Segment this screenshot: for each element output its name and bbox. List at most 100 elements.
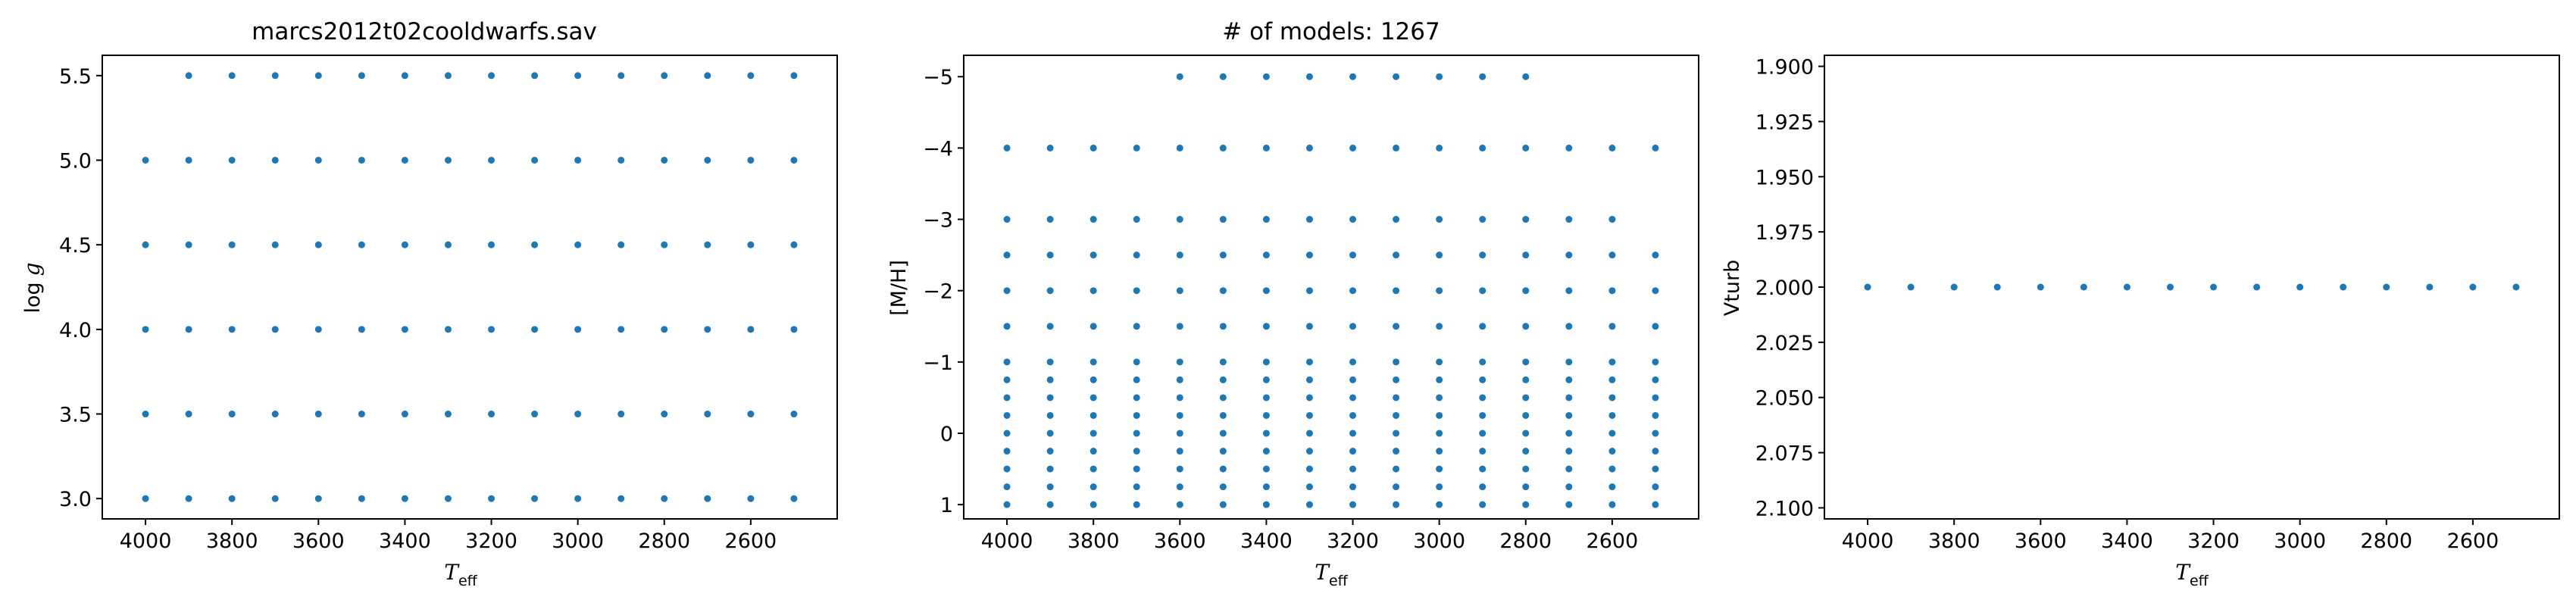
data-point [444, 495, 452, 502]
data-point [185, 411, 192, 418]
data-point [1003, 358, 1011, 366]
panel-3-points [1864, 283, 2520, 291]
data-point [1479, 501, 1487, 508]
data-point [1652, 251, 1659, 259]
data-point [574, 411, 582, 418]
data-point [1305, 216, 1313, 223]
data-point [142, 411, 149, 418]
x-tick-label: 3200 [465, 529, 517, 553]
panel-2-y-ticks: 1 0 −1 −2 −3 −4 −5 [923, 66, 964, 517]
data-point [790, 495, 798, 502]
data-point [1479, 465, 1487, 473]
data-point [1046, 465, 1054, 473]
data-point [1305, 323, 1313, 330]
data-point [2210, 283, 2218, 291]
data-point [1565, 430, 1573, 437]
data-point [1089, 448, 1097, 455]
data-point [574, 156, 582, 164]
data-point [1305, 430, 1313, 437]
data-point [2340, 283, 2347, 291]
data-point [1436, 411, 1443, 419]
y-tick-label: 5.0 [59, 149, 92, 173]
data-point [228, 411, 236, 418]
data-point [1436, 394, 1443, 401]
panel-1-points [142, 72, 798, 502]
x-tick-label: 3000 [552, 529, 604, 553]
data-point [1133, 483, 1140, 491]
data-point [661, 411, 668, 418]
data-point [1565, 251, 1573, 259]
data-point [1089, 323, 1097, 330]
y-tick-label: 1.950 [1755, 166, 1814, 189]
data-point [1993, 283, 2001, 291]
data-point [790, 326, 798, 333]
data-point [661, 326, 668, 333]
x-tick-label: 2600 [2447, 529, 2499, 553]
data-point [1089, 287, 1097, 295]
data-point [1349, 287, 1357, 295]
data-point [1608, 358, 1616, 366]
data-point [1133, 465, 1140, 473]
data-point [1305, 287, 1313, 295]
data-point [1133, 287, 1140, 295]
data-point [1479, 358, 1487, 366]
panel-logg: marcs2012t02cooldwarfs.sav 4000 3800 3600 3… [20, 18, 838, 589]
data-point [1479, 323, 1487, 330]
data-point [401, 326, 408, 333]
data-point [401, 411, 408, 418]
data-point [617, 326, 625, 333]
data-point [1003, 483, 1011, 491]
data-point [1089, 358, 1097, 366]
data-point [1652, 483, 1659, 491]
data-point [358, 495, 365, 502]
data-point [1608, 430, 1616, 437]
data-point [444, 241, 452, 248]
data-point [1046, 144, 1054, 152]
data-point [1349, 411, 1357, 419]
data-point [1393, 501, 1400, 508]
data-point [1305, 144, 1313, 152]
data-point [314, 72, 322, 80]
data-point [1393, 430, 1400, 437]
data-point [1565, 448, 1573, 455]
data-point [1089, 430, 1097, 437]
data-point [1393, 483, 1400, 491]
panel-1-y-ticks: 3.0 3.5 4.0 4.5 5.0 5.5 [59, 65, 102, 511]
panel-3-x-label: Teff [2175, 560, 2209, 589]
data-point [1003, 430, 1011, 437]
data-point [1262, 144, 1270, 152]
data-point [1349, 483, 1357, 491]
data-point [531, 495, 539, 502]
y-tick-label: −4 [923, 137, 953, 161]
data-point [1262, 323, 1270, 330]
y-tick-label: −5 [923, 66, 953, 89]
data-point [1219, 411, 1227, 419]
data-point [185, 241, 192, 248]
data-point [1436, 465, 1443, 473]
x-tick-label: 3400 [2101, 529, 2153, 553]
x-tick-label: 3000 [1413, 529, 1465, 553]
data-point [1479, 287, 1487, 295]
data-point [704, 495, 711, 502]
data-point [1133, 448, 1140, 455]
data-point [271, 241, 279, 248]
data-point [1436, 501, 1443, 508]
data-point [1262, 251, 1270, 259]
data-point [704, 156, 711, 164]
data-point [1003, 251, 1011, 259]
data-point [1349, 323, 1357, 330]
data-point [1436, 287, 1443, 295]
data-point [185, 495, 192, 502]
panel-vturb: 4000 3800 3600 3400 3200 3000 2800 2600 2.1002.… [1721, 55, 2560, 589]
data-point [1089, 394, 1097, 401]
data-point [1608, 251, 1616, 259]
data-point [1393, 358, 1400, 366]
data-point [1003, 216, 1011, 223]
data-point [1089, 411, 1097, 419]
data-point [1652, 501, 1659, 508]
y-tick-label: 3.5 [59, 404, 92, 427]
data-point [1133, 251, 1140, 259]
data-point [228, 495, 236, 502]
data-point [1262, 287, 1270, 295]
data-point [1262, 483, 1270, 491]
